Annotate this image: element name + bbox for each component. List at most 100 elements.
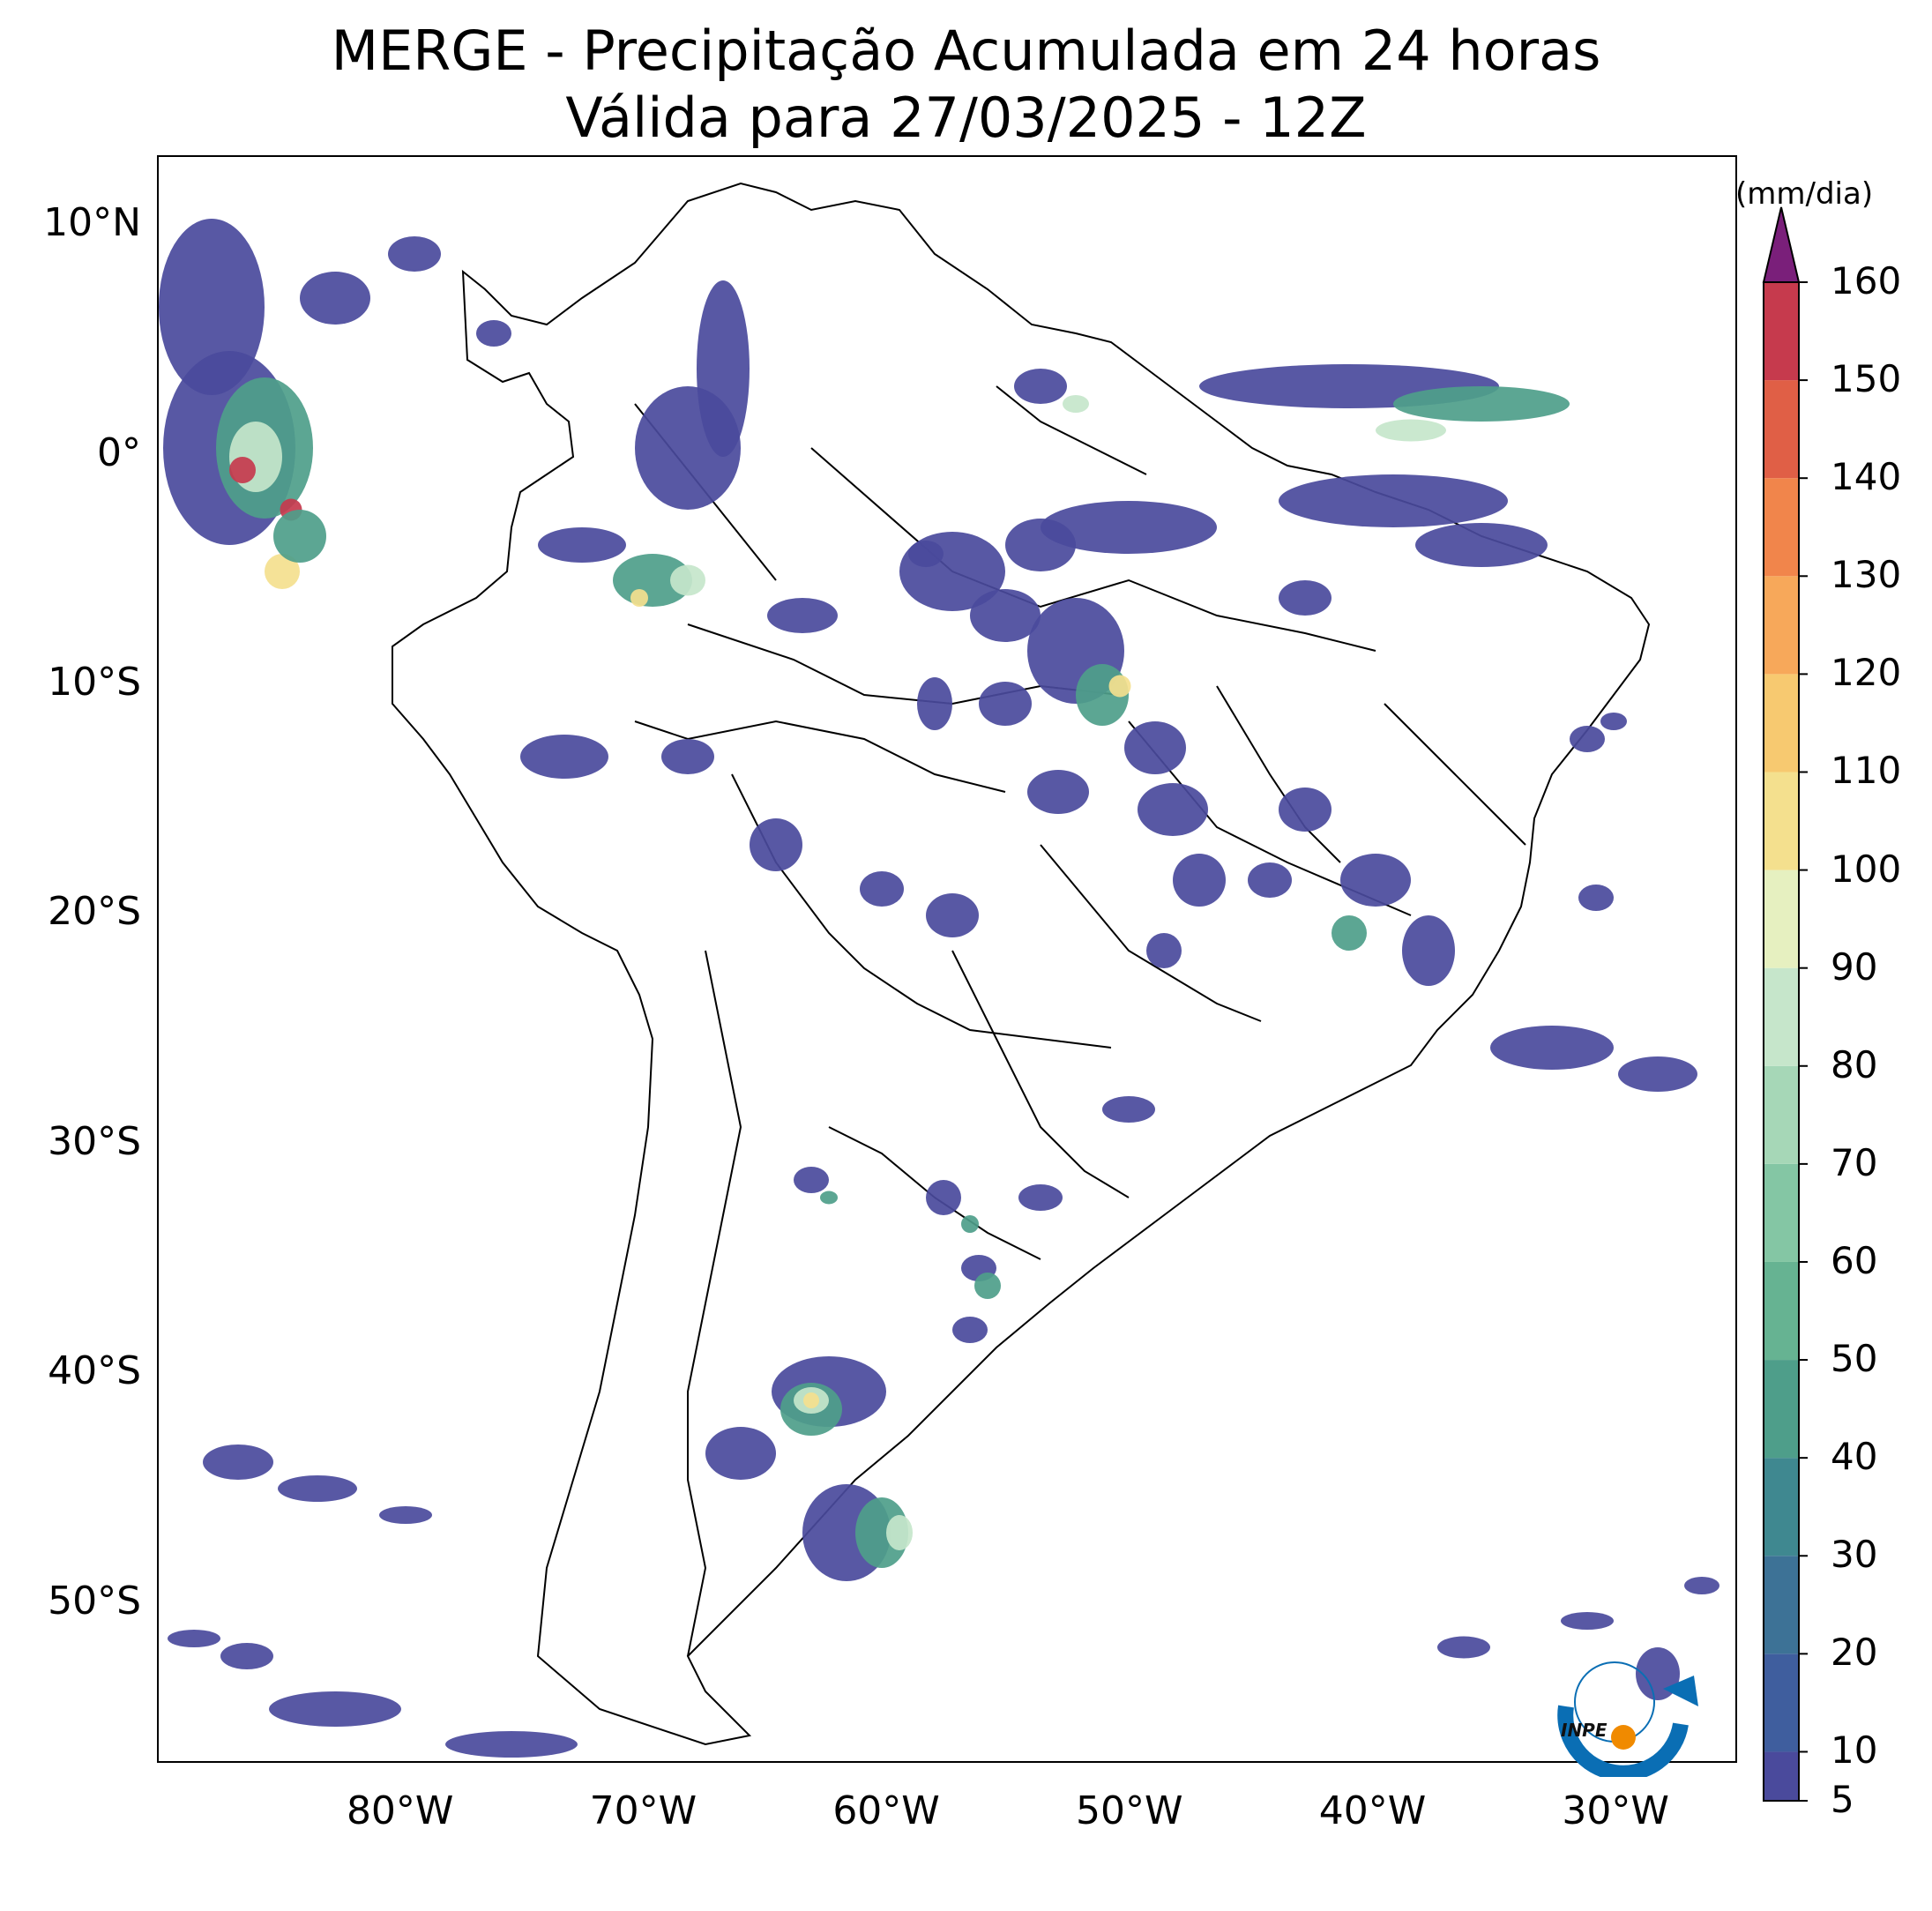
colorbar-swatch [1764,1653,1799,1752]
colorbar-swatch [1764,870,1799,968]
precipitation-blob [750,818,802,871]
precipitation-blob [278,1475,357,1502]
lon-tick-label: 40°W [1318,1788,1427,1833]
precipitation-blob [538,527,626,563]
precipitation-blob [273,510,326,563]
lon-tick-label: 50°W [1076,1788,1183,1833]
precipitation-blob [445,1731,578,1758]
precipitation-blob [1437,1636,1490,1659]
precipitation-map [159,182,1719,1758]
lon-tick-label: 60°W [832,1788,940,1833]
colorbar-tick-label: 60 [1831,1238,1878,1282]
colorbar-frame [1763,281,1800,1802]
precipitation-blob [899,532,1005,611]
colorbar-swatch [1764,1163,1799,1262]
precipitation-blob [269,1691,401,1727]
precipitation-blob [1018,1184,1063,1211]
precipitation-blob [886,1515,913,1550]
title-line-1: MERGE - Precipitação Acumulada em 24 hor… [331,19,1601,83]
precipitation-blob [961,1215,979,1233]
lat-tick-label: 10°S [48,659,141,705]
precipitation-blob [1102,1096,1155,1123]
colorbar-tick-label: 100 [1831,847,1902,891]
precipitation-blob [1108,675,1131,698]
precipitation-blob [1124,721,1186,774]
colorbar-swatch [1764,1458,1799,1556]
colorbar-swatch [1764,380,1799,479]
precipitation-blob [1041,501,1217,554]
precipitation-blob [1014,369,1067,404]
precipitation-blob [1415,523,1548,567]
colorbar-tick-label: 30 [1831,1533,1878,1577]
precipitation-blob [1332,915,1367,951]
precipitation-blob [1684,1577,1719,1594]
precipitation-blob [705,1427,776,1480]
precipitation-blob [1279,788,1332,832]
logo-arrow [1663,1676,1698,1706]
logo-text: INPE [1561,1720,1608,1741]
precipitation-fields [159,219,1719,1758]
precipitation-blob [265,554,300,589]
colorbar-swatch [1764,1556,1799,1654]
colorbar-tick-label: 120 [1831,651,1902,695]
precipitation-blob [974,1273,1001,1299]
lat-tick-label: 40°S [48,1348,141,1394]
precipitation-blob [979,682,1032,726]
precipitation-blob [379,1506,432,1524]
colorbar-swatch [1764,967,1799,1066]
precipitation-blob [476,320,511,347]
colorbar-swatch [1764,1360,1799,1459]
lon-tick-label: 30°W [1562,1788,1669,1833]
precipitation-blob [1146,933,1182,968]
precipitation-blob [1376,419,1446,442]
precipitation-blob [1561,1612,1614,1630]
colorbar-tick-label: 90 [1831,944,1878,989]
colorbar-swatch [1764,1751,1799,1801]
precipitation-blob [1279,580,1332,616]
precipitation-blob [1570,726,1605,752]
precipitation-blob [1578,885,1614,911]
precipitation-blob [1618,1056,1697,1092]
precipitation-blob [952,1317,988,1343]
lat-tick-label: 30°S [48,1118,141,1164]
lat-tick-label: 50°S [48,1578,141,1624]
precipitation-blob [803,1392,819,1408]
precipitation-blob [1027,770,1089,814]
colorbar-swatch [1764,674,1799,773]
lat-tick-label: 0° [97,429,141,475]
colorbar-tick-label: 5 [1831,1778,1854,1821]
colorbar-extend-arrow [1762,206,1801,283]
colorbar-tick-label: 20 [1831,1631,1878,1675]
title-line-2: Válida para 27/03/2025 - 12Z [565,86,1367,150]
precipitation-blob [1340,854,1411,907]
colorbar-tick-label: 130 [1831,553,1902,597]
precipitation-blob [168,1630,220,1647]
precipitation-blob [917,677,952,730]
precipitation-blob [1402,915,1455,986]
colorbar-tick-label: 160 [1831,259,1902,302]
colorbar-tick-label: 80 [1831,1042,1878,1086]
precipitation-blob [229,457,256,483]
precipitation-blob [820,1191,838,1205]
precipitation-blob [1600,713,1627,730]
precipitation-blob [203,1444,273,1480]
inpe-logo [1557,1661,1698,1777]
map-area [157,155,1737,1763]
precipitation-blob [520,735,608,779]
colorbar-tick-label: 150 [1831,357,1902,401]
precipitation-blob [388,236,441,272]
colorbar-unit: (mm/dia) [1735,176,1874,212]
colorbar-tick-label: 110 [1831,749,1902,793]
precipitation-blob [1490,1026,1614,1070]
colorbar-swatch [1764,1065,1799,1164]
precipitation-blob [1393,386,1570,422]
precipitation-blob [300,272,370,325]
precipitation-blob [855,1497,908,1568]
colorbar-tick-label: 50 [1831,1337,1878,1381]
precipitation-blob [926,1180,961,1215]
lat-tick-label: 20°S [48,889,141,935]
logo-dot [1611,1725,1636,1750]
precipitation-blob [1248,862,1292,898]
precipitation-blob [1005,519,1076,571]
precipitation-blob [159,219,265,395]
